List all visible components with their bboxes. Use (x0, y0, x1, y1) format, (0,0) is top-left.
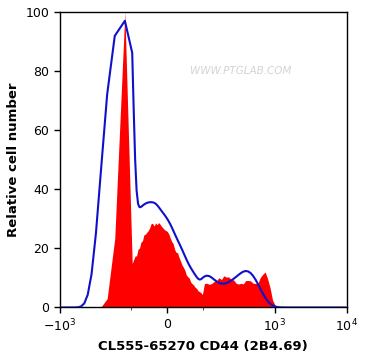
Text: WWW.PTGLAB.COM: WWW.PTGLAB.COM (190, 66, 291, 76)
X-axis label: CL555-65270 CD44 (2B4.69): CL555-65270 CD44 (2B4.69) (98, 340, 308, 353)
Y-axis label: Relative cell number: Relative cell number (7, 82, 20, 237)
